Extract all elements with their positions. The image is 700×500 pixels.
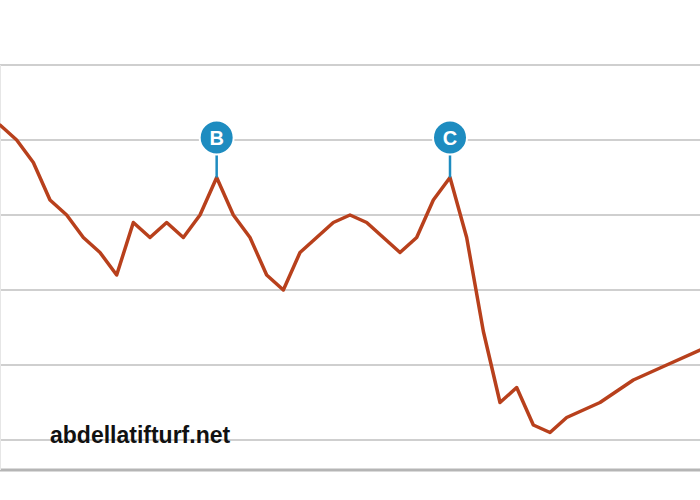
data-line bbox=[0, 125, 700, 433]
watermark: abdellatifturf.net bbox=[50, 422, 231, 448]
annotation-marker bbox=[433, 121, 467, 155]
grid-line bbox=[0, 64, 700, 66]
chart-svg: B Cabdellatifturf.net bbox=[0, 0, 700, 500]
grid-line bbox=[0, 289, 700, 291]
plot-area bbox=[0, 125, 700, 433]
grid-line bbox=[0, 364, 700, 366]
chart-container: B Cabdellatifturf.net bbox=[0, 0, 700, 500]
x-axis-line bbox=[0, 469, 700, 472]
annotation-label: C bbox=[443, 127, 457, 149]
annotation-label: B bbox=[209, 127, 223, 149]
annotation-marker bbox=[200, 121, 234, 155]
grid-line bbox=[0, 139, 700, 141]
